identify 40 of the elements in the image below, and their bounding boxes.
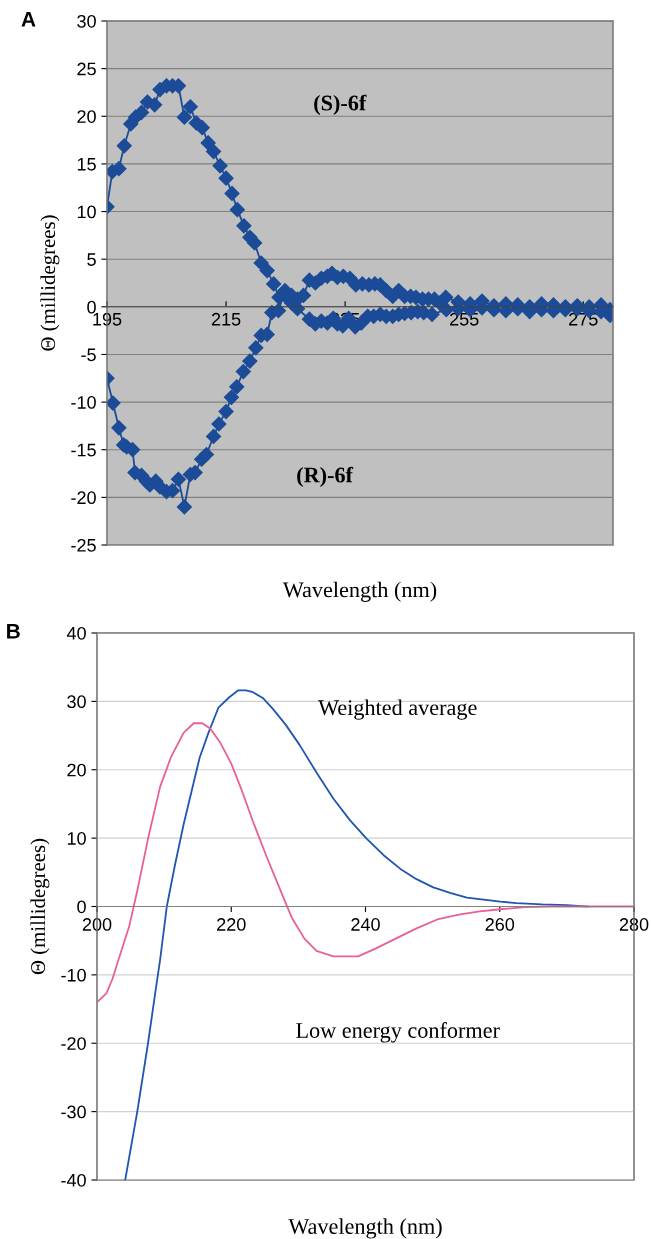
annotation: (S)-6f (314, 94, 367, 116)
annotation: Weighted average (318, 699, 477, 720)
x-tick-label: 260 (485, 918, 515, 931)
y-tick-label: 15 (77, 158, 96, 171)
x-axis-title: Wavelength (nm) (288, 1218, 442, 1239)
chart-title: B (7, 624, 20, 639)
annotation: Low energy conformer (296, 1022, 500, 1043)
y-tick-label: -5 (81, 348, 96, 362)
x-tick-label: 215 (211, 312, 241, 326)
y-tick-label: -25 (71, 538, 96, 552)
y-tick-label: 10 (67, 832, 86, 845)
x-tick-label: 195 (93, 312, 122, 326)
y-tick-label: 20 (77, 110, 96, 123)
y-axis-title: Θ (millidegrees) (40, 215, 60, 351)
y-tick-label: -15 (71, 443, 96, 457)
y-tick-label: -10 (61, 968, 86, 982)
y-tick-label: 10 (77, 205, 96, 219)
x-tick-label: 240 (351, 918, 380, 931)
y-tick-label: -20 (61, 1037, 86, 1050)
x-tick-label: 200 (82, 918, 112, 931)
line-series (124, 689, 589, 1180)
x-tick-label: 220 (217, 918, 246, 931)
y-tick-label: 20 (67, 763, 86, 777)
chart-title: A (21, 12, 36, 27)
y-tick-label: -30 (61, 1105, 86, 1119)
y-tick-label: -40 (61, 1173, 86, 1187)
x-tick-label: 280 (619, 918, 649, 931)
y-tick-label: 0 (87, 300, 96, 314)
x-axis-title: Wavelength (nm) (282, 581, 437, 602)
annotation: (R)-6f (297, 466, 354, 488)
y-tick-label: 0 (77, 900, 86, 914)
y-tick-label: 30 (77, 14, 96, 28)
y-tick-label: 40 (66, 626, 86, 640)
y-tick-label: -20 (71, 491, 96, 505)
y-tick-label: -10 (71, 396, 96, 409)
y-tick-label: 5 (87, 253, 96, 266)
y-tick-label: 30 (67, 695, 86, 709)
x-tick-label: 255 (450, 312, 479, 326)
y-axis-title: Θ (millidegrees) (30, 838, 50, 975)
y-tick-label: 25 (77, 62, 96, 76)
